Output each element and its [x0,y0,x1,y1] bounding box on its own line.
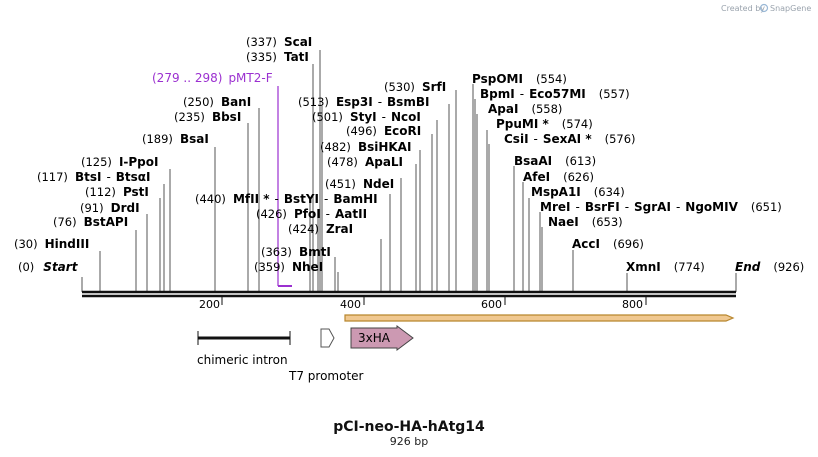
site-label[interactable]: (451) NdeI [325,177,394,191]
site-label[interactable]: MspA1I (634) [531,185,625,199]
site-label[interactable]: (501) StyI - NcoI [312,110,421,124]
site-label[interactable]: (125) I-PpoI [81,155,158,169]
scale-label-800: 800 [622,298,643,311]
site-label[interactable]: (359) NheI [254,260,323,274]
site-label[interactable]: (478) ApaLI [327,155,403,169]
site-label-start[interactable]: (0) Start [18,260,79,274]
site-label[interactable]: (337) ScaI [246,35,312,49]
site-label[interactable]: (440) MfII * - BstYI - BamHI [195,192,378,206]
site-labels: (337) ScaI (335) TatI (250) BanI (235) BbsI … [14,35,804,274]
site-label[interactable]: (30) HindIII [14,237,89,251]
site-label[interactable]: (235) BbsI [174,110,241,124]
site-label[interactable]: (76) BstAPI [53,215,128,229]
site-label[interactable]: (112) PstI [85,185,149,199]
site-label[interactable]: (91) DrdI [80,201,140,215]
site-label[interactable]: PpuMI * (574) [496,117,593,131]
site-label[interactable]: (363) BmtI [261,245,331,259]
credit-text: Created by [721,4,765,13]
site-label[interactable]: BpmI - Eco57MI (557) [480,87,630,101]
site-label[interactable]: (482) BsiHKAI [320,140,411,154]
site-label[interactable]: (530) SrfI [384,80,446,94]
site-label[interactable]: CsiI - SexAI * (576) [504,132,636,146]
site-label[interactable]: (250) BanI [183,95,251,109]
snapgene-logo-icon [759,3,769,13]
site-label[interactable]: PspOMI (554) [472,72,567,86]
site-label[interactable]: (426) PfoI - AatII [256,207,367,221]
site-label[interactable]: BsaAI (613) [514,154,596,168]
site-label[interactable]: XmnI (774) [626,260,705,274]
orf-feature-arrow[interactable] [344,314,735,322]
site-label[interactable]: (424) ZraI [288,222,353,236]
plasmid-title: pCI-neo-HA-hAtg14 [333,419,485,435]
site-label-end[interactable]: End (926) [735,260,804,274]
scale-label-400: 400 [340,298,361,311]
site-label[interactable]: MreI - BsrFI - SgrAI - NgoMIV (651) [540,200,782,214]
intron-label: chimeric intron [197,353,288,367]
site-label[interactable]: (189) BsaI [142,132,209,146]
site-connectors [81,50,737,292]
primer-range: (279 .. 298) [152,71,222,85]
plasmid-length: 926 bp [390,435,428,448]
site-label[interactable]: (117) BtsI - BtsαI [37,170,151,184]
primer-label[interactable]: (279 .. 298) pMT2-F [152,71,273,85]
scale-ticks [221,296,647,305]
site-label[interactable]: (513) Esp3I - BsmBI [298,95,429,109]
primer-name: pMT2-F [228,71,272,85]
ha-tag-label: 3xHA [358,331,391,345]
site-label[interactable]: (496) EcoRI [346,124,421,138]
credit-brand: SnapGene [770,4,811,13]
ha-tag-arrow[interactable] [350,325,414,351]
site-label[interactable]: ApaI (558) [488,102,562,116]
site-label[interactable]: (335) TatI [246,50,309,64]
promoter-label: T7 promoter [288,369,364,383]
site-label[interactable]: NaeI (653) [548,215,623,229]
t7-promoter-arrow[interactable] [320,328,335,348]
site-label[interactable]: AfeI (626) [523,170,594,184]
scale-label-600: 600 [481,298,502,311]
scale-label-200: 200 [199,298,220,311]
site-label[interactable]: AccI (696) [572,237,644,251]
